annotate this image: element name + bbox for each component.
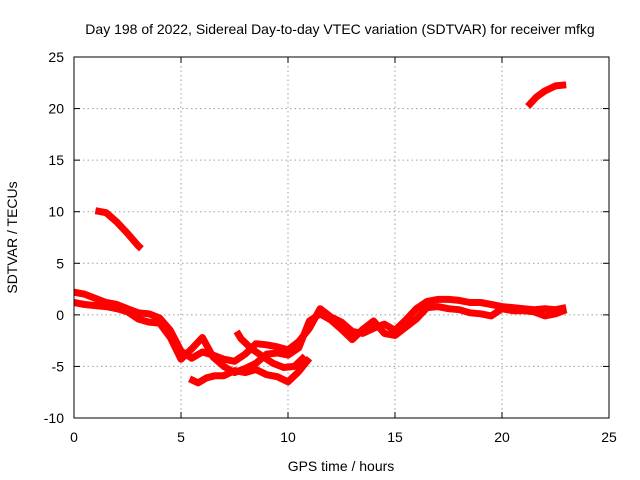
y-tick-label: 15 <box>48 152 64 168</box>
series-loop-mid <box>233 329 308 371</box>
y-tick-label: 20 <box>48 101 64 117</box>
x-axis-label: GPS time / hours <box>288 458 395 474</box>
y-axis-label: SDTVAR / TECUs <box>4 181 20 293</box>
y-tick-label: 10 <box>48 204 64 220</box>
x-tick-label: 15 <box>387 429 403 445</box>
data-series <box>73 81 568 387</box>
x-tick-label: 25 <box>601 429 617 445</box>
grid-lines <box>74 57 609 418</box>
series-main-b <box>73 299 568 377</box>
chart-title: Day 198 of 2022, Sidereal Day-to-day VTE… <box>85 21 594 37</box>
plot-frame <box>73 56 610 419</box>
y-tick-label: 5 <box>56 255 64 271</box>
series-arc-upper-left <box>94 207 144 252</box>
axis-ticks <box>73 56 610 419</box>
y-tick-label: -10 <box>44 410 64 426</box>
y-tick-label: 25 <box>48 49 64 65</box>
series-main-a <box>73 288 567 365</box>
series-lower-arc <box>188 356 313 387</box>
x-tick-label: 10 <box>280 429 296 445</box>
series-arc-upper-right <box>525 81 567 109</box>
x-tick-label: 20 <box>494 429 510 445</box>
tick-labels: 0 5 10 15 20 25 25 20 15 10 5 0 -5 -10 <box>44 49 617 445</box>
y-tick-label: -5 <box>52 358 65 374</box>
x-tick-label: 5 <box>177 429 185 445</box>
x-tick-label: 0 <box>70 429 78 445</box>
y-tick-label: 0 <box>56 307 64 323</box>
